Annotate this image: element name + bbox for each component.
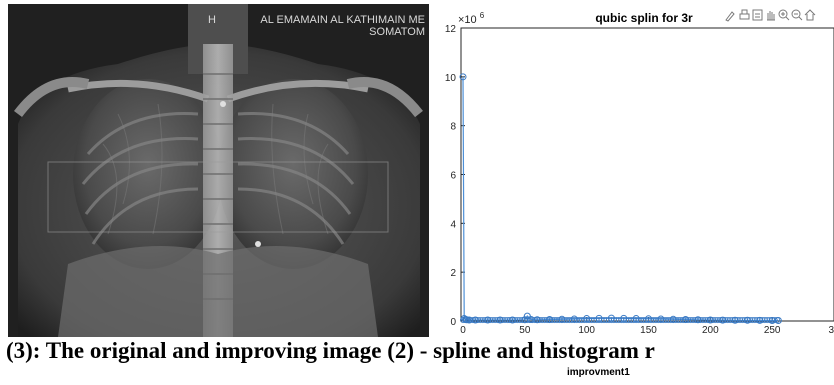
- zoom-out-icon[interactable]: [791, 9, 803, 21]
- x-tick-label: 150: [640, 325, 657, 336]
- y-tick-label: 6: [450, 171, 456, 182]
- next-figure-title: improvment1: [567, 367, 630, 378]
- y-tick-label: 2: [450, 268, 456, 279]
- plot-panel: 0 2 4 6 8 10 12 0 50 100 150 200 250 30 ×10 6 qubic …: [434, 2, 834, 338]
- svg-text:×10 6: ×10 6: [458, 11, 485, 26]
- home-icon[interactable]: [804, 9, 816, 21]
- x-tick-label: 30: [828, 325, 834, 336]
- baseline-marker: [774, 316, 781, 324]
- brush-icon[interactable]: [725, 11, 735, 22]
- xray-header-line1: AL EMAMAIN AL KATHIMAIN ME: [260, 14, 425, 26]
- y-tick-label: 12: [445, 24, 457, 35]
- xray-header-marker: H: [208, 14, 216, 26]
- x-tick-label: 100: [578, 325, 595, 336]
- data-point: [657, 315, 665, 323]
- x-tick-label: 50: [519, 325, 531, 336]
- x-tick-label: 250: [764, 325, 781, 336]
- axes-box: [460, 27, 834, 322]
- pan-icon[interactable]: [767, 11, 775, 21]
- baseline-marker: [771, 316, 778, 324]
- y-tick-label: 8: [450, 122, 456, 133]
- y-exponent-label: ×10: [458, 14, 477, 26]
- y-tick-label: 4: [450, 219, 456, 230]
- y-tick-label: 0: [450, 317, 456, 328]
- y-tick-label: 10: [445, 73, 457, 84]
- chart-title: qubic splin for 3r: [595, 11, 693, 25]
- data-point: [570, 315, 578, 323]
- xray-illustration: [8, 4, 429, 337]
- xray-image: AL EMAMAIN AL KATHIMAIN ME SOMATOM H: [8, 4, 429, 337]
- xray-header-line2: SOMATOM: [369, 26, 425, 38]
- y-exponent-power: 6: [480, 11, 485, 20]
- print-icon[interactable]: [739, 9, 750, 20]
- figure-caption-text: e (3): The original and improving image …: [0, 338, 655, 363]
- zoom-in-icon[interactable]: [778, 9, 790, 21]
- x-tick-label: 200: [702, 325, 719, 336]
- data-point: [459, 73, 467, 81]
- figure-caption: e (3): The original and improving image …: [0, 336, 834, 368]
- x-tick-label: 0: [460, 325, 466, 336]
- spline-chart: 0 2 4 6 8 10 12 0 50 100 150 200 250 30 ×10 6 qubic …: [445, 9, 834, 336]
- datatip-icon[interactable]: [752, 9, 763, 21]
